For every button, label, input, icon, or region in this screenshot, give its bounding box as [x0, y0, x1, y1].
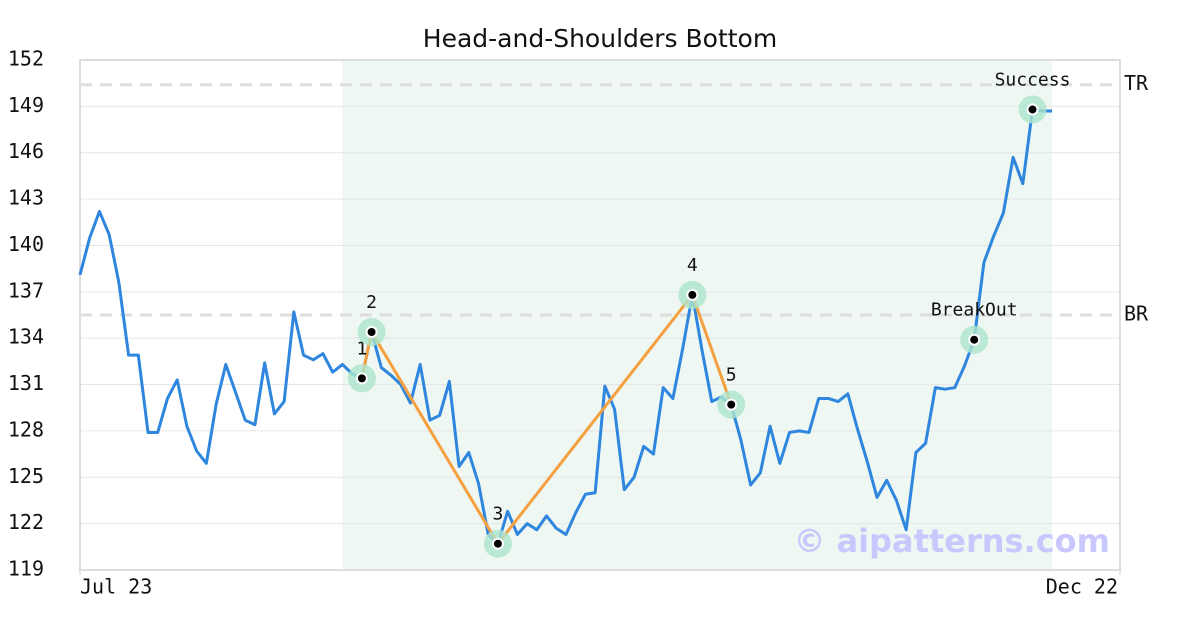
y-tick-label: 140 — [8, 232, 44, 256]
point-label: 1 — [356, 338, 367, 359]
watermark: © aipatterns.com — [793, 522, 1110, 560]
point-label: 5 — [726, 365, 737, 386]
price-line — [78, 107, 1052, 546]
y-tick-label: 134 — [8, 325, 44, 349]
point-label: 2 — [366, 292, 377, 313]
point-label: 4 — [687, 255, 698, 276]
point-label: 3 — [493, 504, 504, 525]
y-tick-label: 152 — [8, 47, 44, 71]
level-label: TR — [1124, 71, 1149, 95]
point-dot — [355, 372, 368, 385]
x-tick-label: Jul 23 — [80, 575, 152, 599]
y-tick-label: 125 — [8, 464, 44, 488]
point-dot — [686, 288, 699, 301]
point-label: Success — [995, 69, 1071, 90]
point-dot — [725, 398, 738, 411]
y-tick-label: 149 — [8, 93, 44, 117]
y-tick-label: 143 — [8, 186, 44, 210]
point-label: BreakOut — [931, 300, 1018, 321]
y-tick-label: 137 — [8, 278, 44, 302]
y-tick-label: 128 — [8, 417, 44, 441]
y-tick-label: 146 — [8, 139, 44, 163]
point-dot — [491, 537, 504, 550]
y-tick-label: 131 — [8, 371, 44, 395]
x-tick-label: Dec 22 — [1046, 575, 1118, 599]
point-dot — [365, 326, 378, 338]
y-tick-label: 122 — [8, 510, 44, 534]
y-tick-label: 119 — [8, 557, 44, 581]
level-label: BR — [1124, 302, 1149, 326]
point-dot — [968, 333, 981, 346]
chart-title: Head-and-Shoulders Bottom — [423, 24, 777, 53]
point-dot — [1026, 103, 1039, 116]
